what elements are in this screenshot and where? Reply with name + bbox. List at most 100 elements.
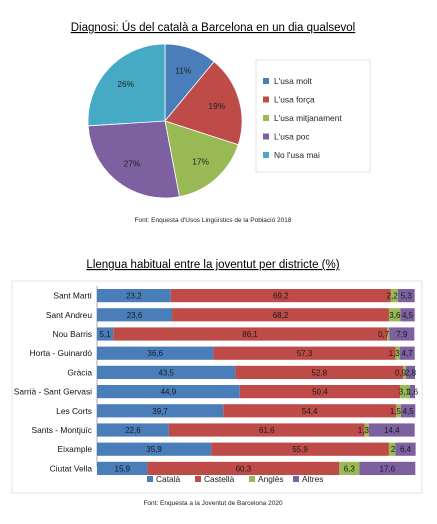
bar-value-label: 1,3 xyxy=(358,426,370,435)
bar-value-label: 1,3 xyxy=(389,349,401,358)
bar-value-label: 39,7 xyxy=(152,407,168,416)
bar-value-label: 23,2 xyxy=(126,292,142,301)
pie-slice-label: 19% xyxy=(208,101,225,111)
bar-segments xyxy=(97,289,416,475)
bar-category-label: Sant Martí xyxy=(53,291,92,301)
bar-segment xyxy=(406,365,415,379)
bar-value-label: 43,5 xyxy=(158,368,174,377)
pie-slice-label: 11% xyxy=(175,65,192,75)
bar-segment xyxy=(172,308,389,322)
bar-segment xyxy=(390,289,398,303)
bar-segment xyxy=(211,442,389,456)
pie-legend-swatch xyxy=(263,152,269,158)
bar-source: Font: Enquesta a la Joventut de Barcelon… xyxy=(143,500,283,507)
bar-value-label: 15,9 xyxy=(115,464,131,473)
bar-value-label: 35,9 xyxy=(146,445,162,454)
bar-segment xyxy=(403,365,407,379)
bar-segment xyxy=(97,442,212,456)
bar-segment xyxy=(388,308,401,322)
pie-legend-swatch xyxy=(263,115,269,121)
bar-segment xyxy=(235,365,404,379)
bar-legend-label: Altres xyxy=(302,474,323,484)
bar-segment xyxy=(168,423,365,437)
pie-slice-label: 26% xyxy=(117,79,134,89)
bar-value-label: 14,4 xyxy=(384,426,400,435)
bar-value-label: 2 xyxy=(391,445,396,454)
bar-value-label: 69,2 xyxy=(273,292,289,301)
bar-value-label: 4,5 xyxy=(402,311,414,320)
pie-slice xyxy=(87,43,166,127)
bar-legend-swatch xyxy=(249,476,255,482)
bar-value-label: 0,7 xyxy=(378,330,390,339)
bar-segment xyxy=(396,404,402,418)
bar-segment xyxy=(409,385,415,399)
bar-legend-label: Anglès xyxy=(258,474,284,484)
bar-value-label: 4,5 xyxy=(403,407,415,416)
pie-slice-label: 27% xyxy=(124,159,141,169)
bar-segment xyxy=(400,308,415,322)
bar-segment xyxy=(113,327,388,341)
bar-segment xyxy=(97,346,214,360)
bar-value-label: 2,8 xyxy=(405,368,417,377)
bar-segment xyxy=(397,289,415,303)
bar-legend-swatch xyxy=(147,476,153,482)
bar-category-label: Ciutat Vella xyxy=(50,463,93,473)
bar-segment xyxy=(364,423,369,437)
pie-slice xyxy=(87,120,180,199)
bar-value-label: 6,3 xyxy=(344,464,356,473)
pie-legend-label: No l'usa mai xyxy=(274,150,320,160)
bar-segment xyxy=(239,385,401,399)
bar-legend: Català Castellà Anglès Altres xyxy=(147,474,323,484)
bar-segment xyxy=(97,404,224,418)
pie-legend-box xyxy=(255,59,371,173)
pie-legend-swatch xyxy=(263,133,269,140)
bar-segment xyxy=(97,365,236,379)
bar-value-label: 61,6 xyxy=(259,426,275,435)
pie-source: Font: Enquesta d'Usos Lingüístics de la … xyxy=(135,217,292,224)
bar-segment xyxy=(359,461,416,475)
pie-slice-label: 17% xyxy=(192,156,209,166)
bar-segment xyxy=(170,289,391,303)
pie-legend-label: L'usa molt xyxy=(274,76,313,86)
pie-slices xyxy=(87,43,243,199)
bar-legend-swatch xyxy=(195,476,201,482)
bar-value-label: 57,3 xyxy=(297,349,313,358)
bar-value-label: 54,4 xyxy=(302,407,318,416)
bar-category-label: Eixample xyxy=(58,444,93,454)
bar-value-label: 44,9 xyxy=(161,388,177,397)
bar-value-label: 2,2 xyxy=(387,292,399,301)
bar-value-label: 1,5 xyxy=(390,407,402,416)
bar-segment xyxy=(213,346,396,360)
bar-segment xyxy=(97,308,173,322)
pie-legend-label: L'usa poc xyxy=(274,132,310,142)
bar-segment xyxy=(97,461,148,475)
bar-value-label: 86,1 xyxy=(242,330,258,339)
bar-segment xyxy=(388,442,396,456)
pie-legend-label: L'usa força xyxy=(274,95,315,105)
bar-segment xyxy=(97,423,169,437)
bar-value-label: 5,1 xyxy=(100,330,112,339)
bar-value-label: 0,9 xyxy=(395,368,407,377)
pie-title: Diagnosi: Ús del català a Barcelona en u… xyxy=(71,21,356,34)
bar-category-label: Sant Andreu xyxy=(46,310,92,320)
bar-value-label: 5,3 xyxy=(401,292,413,301)
bar-category-labels: Sant Martí Sant Andreu Nou Barris Horta - G… xyxy=(14,291,93,474)
bar-value-label: 4,7 xyxy=(402,349,414,358)
bar-category-label: Sants - Montjuïc xyxy=(31,425,92,435)
bar-segment xyxy=(368,423,415,437)
pie-legend: L'usa molt L'usa força L'usa mitjanament L'… xyxy=(263,76,342,160)
pie-legend-swatch xyxy=(263,78,269,84)
bar-value-label: 60,3 xyxy=(236,464,252,473)
bar-segment xyxy=(389,327,415,341)
bar-legend-swatch xyxy=(293,476,299,482)
bar-value-label: 3,1 xyxy=(399,388,411,397)
bar-category-label: Sarrià - Sant Gervasi xyxy=(14,387,92,397)
bar-segment xyxy=(395,442,416,456)
bar-value-label: 6,4 xyxy=(400,445,412,454)
pie-legend-label: L'usa mitjanament xyxy=(274,113,342,123)
bar-segment xyxy=(401,404,416,418)
bar-legend-label: Castellà xyxy=(204,474,235,484)
bar-value-labels: 23,2 69,2 2,2 5,323,6 68,2 3,6 4,55,1 86,1 0,7 7,… xyxy=(100,292,419,474)
bar-value-label: 36,6 xyxy=(147,349,163,358)
